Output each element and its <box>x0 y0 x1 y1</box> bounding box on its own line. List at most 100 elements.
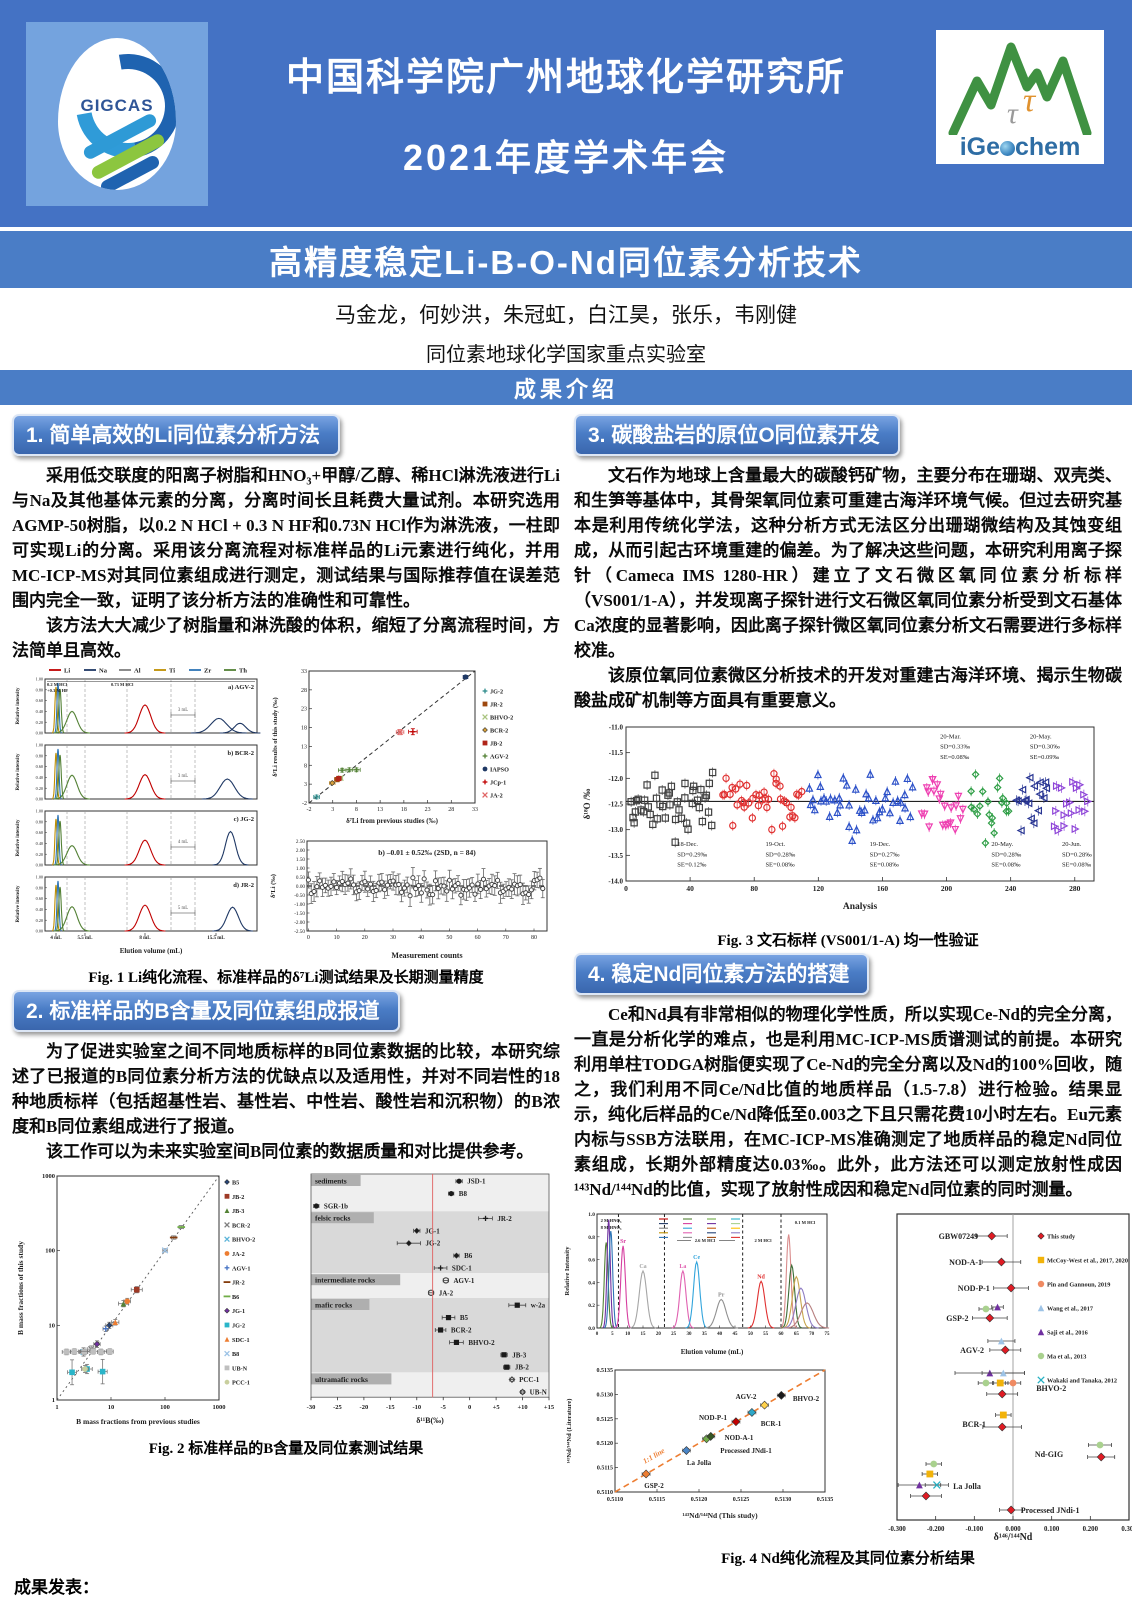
results-banner: 成果介绍 <box>0 370 1132 405</box>
svg-text:BHVO-2: BHVO-2 <box>232 1237 255 1244</box>
svg-text:10: 10 <box>108 1404 115 1411</box>
svg-text:4 mL: 4 mL <box>50 936 62 941</box>
svg-text:SD=0.30‰: SD=0.30‰ <box>1030 744 1060 751</box>
gigcas-logo-text: GIGCAS <box>80 96 154 115</box>
svg-text:SDC-1: SDC-1 <box>452 1264 472 1272</box>
svg-text:0.5110: 0.5110 <box>607 1497 623 1503</box>
svg-text:0.60: 0.60 <box>36 698 43 703</box>
svg-text:160: 160 <box>877 884 889 893</box>
svg-text:Pr: Pr <box>718 1293 725 1299</box>
svg-text:2.00: 2.00 <box>296 848 305 854</box>
fig4-elution-chart: 0.0 0.2 0.4 0.6 0.8 1.0 0 5 10 15 20 25 30 35 40 45 50 55… <box>559 1202 837 1360</box>
section2-paragraph2: 该工作可以为未来实验室间B同位素的数据质量和对比提供参考。 <box>46 1142 534 1161</box>
svg-text:Relative intensity: Relative intensity <box>16 819 21 857</box>
svg-text:τ: τ <box>1007 97 1019 130</box>
svg-text:10: 10 <box>49 1322 56 1329</box>
svg-text:Wakaki and Tanaka, 2012: Wakaki and Tanaka, 2012 <box>1047 1378 1117 1385</box>
svg-text:JG-2: JG-2 <box>490 689 503 696</box>
svg-text:280: 280 <box>1069 884 1081 893</box>
fig1-caption: Fig. 1 Li纯化流程、标准样品的δ⁷Li测试结果及长期测量精度 <box>88 970 484 986</box>
svg-text:JA-2: JA-2 <box>439 1289 454 1297</box>
svg-text:-2.50: -2.50 <box>294 929 305 935</box>
svg-text:23: 23 <box>425 807 431 813</box>
svg-text:d) JR-2: d) JR-2 <box>233 882 254 889</box>
svg-text:a) AGV-2: a) AGV-2 <box>228 684 254 691</box>
svg-text:0.20: 0.20 <box>36 852 43 857</box>
svg-text:40: 40 <box>418 935 424 941</box>
svg-text:0.5135: 0.5135 <box>597 1368 614 1374</box>
svg-text:1: 1 <box>55 1404 58 1411</box>
svg-text:0.5115: 0.5115 <box>597 1466 613 1472</box>
svg-text:0.80: 0.80 <box>36 819 43 824</box>
section2-paragraph1: 为了促进实验室之间不同地质标样的B同位素数据的比较，本研究综述了已报道的B同位素… <box>12 1042 560 1136</box>
svg-text:SD=0.29‰: SD=0.29‰ <box>677 851 707 858</box>
svg-text:33: 33 <box>301 669 307 675</box>
svg-text:4 mL: 4 mL <box>178 840 188 845</box>
svg-text:JSD-1: JSD-1 <box>467 1178 486 1186</box>
svg-text:+5: +5 <box>493 1404 501 1411</box>
svg-text:δ⁷Li from previous studies (‰): δ⁷Li from previous studies (‰) <box>346 817 438 825</box>
svg-text:0.100: 0.100 <box>1044 1526 1060 1533</box>
svg-text:8 mL: 8 mL <box>139 936 151 941</box>
section4-header: 4. 稳定Nd同位素方法的搭建 <box>574 953 870 995</box>
svg-text:-25: -25 <box>333 1404 342 1411</box>
svg-text:0.5130: 0.5130 <box>775 1497 792 1503</box>
svg-text:0.80: 0.80 <box>36 687 43 692</box>
svg-text:-2.00: -2.00 <box>294 920 305 926</box>
svg-text:JA-2: JA-2 <box>490 793 503 800</box>
svg-text:Processed JNdi-1: Processed JNdi-1 <box>1021 1506 1080 1515</box>
svg-text:IAPSO: IAPSO <box>490 767 509 774</box>
right-column: 3. 碳酸盐岩的原位O同位素开发 文石作为地球上含量最大的碳酸钙矿物，主要分布在… <box>564 411 1132 1571</box>
svg-text:La Jolla: La Jolla <box>687 1459 712 1467</box>
figure2: 1 1 10 10 100 100 1000 1000 B5 JB-2 JB-3 BCR-2 BHVO-… <box>10 1164 562 1436</box>
svg-text:Zr: Zr <box>204 668 211 675</box>
figure4: 0.0 0.2 0.4 0.6 0.8 1.0 0 5 10 15 20 25 30 35 40 45 50 55… <box>564 1202 1132 1546</box>
fig3-d18o-chart: -11.0 -11.5 -12.0 -12.5 -13.0 -13.5 -14.0 0 40 80… <box>574 713 1122 928</box>
svg-text:2 M HCl: 2 M HCl <box>754 1238 772 1243</box>
svg-text:Relative intensity: Relative intensity <box>16 885 21 923</box>
svg-text:100: 100 <box>160 1404 170 1411</box>
svg-text:NOD-A-1: NOD-A-1 <box>949 1258 982 1267</box>
svg-text:20-Jun.: 20-Jun. <box>1062 841 1082 848</box>
svg-text:1.0: 1.0 <box>588 1212 595 1218</box>
affiliation: 同位素地球化学国家重点实验室 <box>426 344 706 366</box>
svg-text:3 mL: 3 mL <box>178 708 188 713</box>
svg-text:Nd: Nd <box>757 1274 765 1280</box>
svg-text:0.20: 0.20 <box>36 918 43 923</box>
svg-text:18: 18 <box>401 807 407 813</box>
left-column: 1. 简单高效的Li同位素分析方法 采用低交联度的阳离子树脂和HNO₃+甲醇/乙… <box>10 411 562 1571</box>
svg-text:0.60: 0.60 <box>36 830 43 835</box>
svg-text:80: 80 <box>750 884 758 893</box>
svg-text:60: 60 <box>475 935 481 941</box>
svg-text:0.5110: 0.5110 <box>597 1490 613 1496</box>
svg-text:0.0: 0.0 <box>588 1326 595 1332</box>
svg-text:1.00: 1.00 <box>36 677 43 682</box>
svg-text:Li: Li <box>64 668 70 675</box>
svg-text:5.5 mL: 5.5 mL <box>78 936 94 941</box>
svg-text:28: 28 <box>301 688 307 694</box>
svg-text:intermediate rocks: intermediate rocks <box>315 1276 375 1285</box>
section3-paragraph1: 文石作为地球上含量最大的碳酸钙矿物，主要分布在珊瑚、双壳类、和生笋等基体中，其骨… <box>574 466 1122 660</box>
svg-text:-0.300: -0.300 <box>888 1526 906 1533</box>
svg-text:w-2a: w-2a <box>531 1302 546 1310</box>
svg-text:55: 55 <box>763 1332 769 1337</box>
svg-text:SE=0.08‰: SE=0.08‰ <box>1062 862 1092 869</box>
svg-text:Na: Na <box>99 668 108 675</box>
svg-text:UB-N: UB-N <box>530 1388 547 1396</box>
svg-text:70: 70 <box>503 935 509 941</box>
svg-text:τ: τ <box>1023 82 1037 119</box>
svg-text:Measurement counts: Measurement counts <box>391 951 462 960</box>
svg-text:10: 10 <box>334 935 340 941</box>
svg-text:c) JG-2: c) JG-2 <box>234 816 254 823</box>
svg-text:0.300: 0.300 <box>1121 1526 1132 1533</box>
svg-text:20-May.: 20-May. <box>991 841 1013 848</box>
header: GIGCAS 中国科学院广州地球化学研究所 2021年度学术年会 τ τ iGe… <box>0 0 1132 227</box>
svg-text:18-Dec.: 18-Dec. <box>677 841 698 848</box>
section1-paragraph2: 该方法大大减少了树脂量和淋洗酸的体积，缩短了分离流程时间，方法简单且高效。 <box>12 616 560 660</box>
section3-paragraph2: 该原位氧同位素微区分析技术的开发对重建古海洋环境、揭示生物碳酸盐成矿机制等方面具… <box>574 666 1122 710</box>
svg-text:BHVO-2: BHVO-2 <box>1036 1384 1066 1393</box>
svg-text:-2: -2 <box>307 807 312 813</box>
fig1-right-column: -2 -2 3 3 8 8 13 13 18 18 23 23 28 28 33 33 JG-2 JR-2 BHVO… <box>263 663 561 965</box>
svg-text:JB-2: JB-2 <box>515 1364 530 1372</box>
